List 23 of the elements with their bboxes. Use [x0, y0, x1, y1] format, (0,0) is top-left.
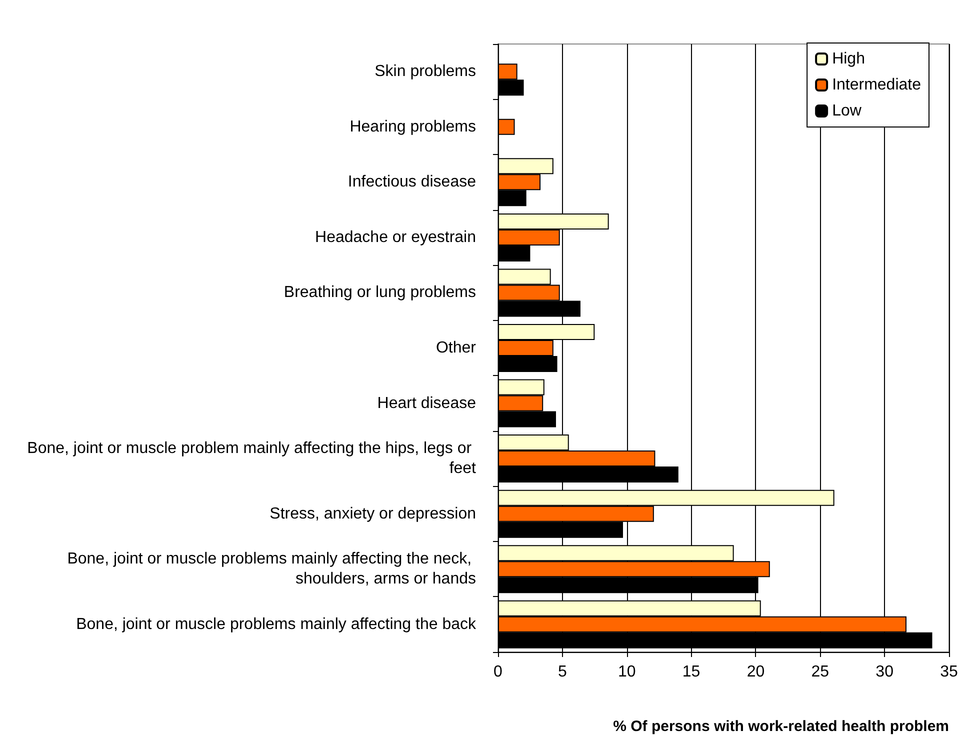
y-tick-label: Other: [436, 340, 477, 356]
x-tick-label: 0: [494, 664, 503, 680]
legend-label: High: [832, 50, 865, 68]
x-tick-label: 10: [618, 664, 636, 680]
x-tick-label: 25: [811, 664, 830, 680]
y-tick-label: Headache or eyestrain: [315, 228, 476, 246]
y-tick-label: Bone, joint or muscle problems mainly affecting the neck, shoulders, arms or hands: [67, 550, 476, 588]
y-tick-label: Bone, joint or muscle problems mainly affecting the back: [76, 616, 477, 633]
x-tick-label: 5: [558, 664, 567, 680]
y-tick-label: Hearing problems: [350, 118, 476, 136]
x-axis-title: % Of persons with work-related health problem: [613, 718, 949, 735]
x-tick-label: 20: [746, 664, 765, 680]
x-tick-label: 30: [876, 664, 894, 680]
y-tick-label: Stress, anxiety or depression: [270, 505, 476, 522]
y-tick-label: Breathing or lung problems: [284, 284, 476, 302]
y-tick-label: Skin problems: [374, 63, 476, 80]
y-tick-label: Infectious disease: [348, 174, 476, 191]
y-tick-label: Heart disease: [377, 394, 476, 412]
x-tick-label: 35: [940, 664, 958, 680]
x-tick-label: 15: [682, 664, 700, 680]
legend-label: Low: [832, 102, 862, 120]
legend-label: Intermediate: [832, 76, 922, 94]
y-tick-label: Bone, joint or muscle problem mainly affecting the hips, legs or feet: [27, 440, 477, 478]
